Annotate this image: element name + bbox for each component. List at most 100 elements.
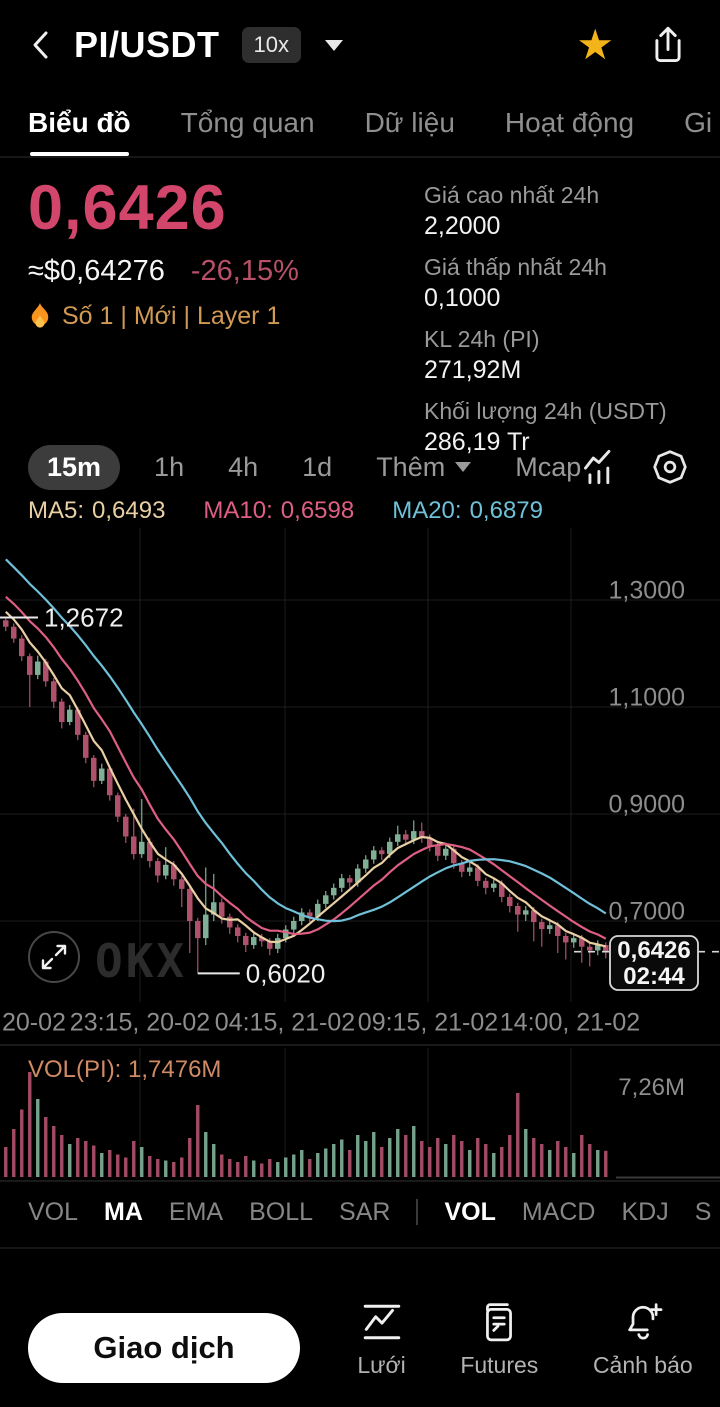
volume-bar [12, 1129, 16, 1177]
volume-bar [108, 1150, 112, 1177]
candle [515, 906, 521, 915]
candle [259, 937, 265, 942]
tab-du-lieu[interactable]: Dữ liệu [364, 107, 455, 138]
indicator-sar[interactable]: SAR [339, 1197, 391, 1226]
volume-scale-label: 7,26M [618, 1074, 685, 1101]
volume-bar [508, 1135, 512, 1177]
volume-bar [228, 1159, 232, 1177]
volume-bar [604, 1150, 608, 1177]
volume-bar [268, 1159, 272, 1177]
candle [211, 902, 217, 915]
tab-tong-quan[interactable]: Tổng quan [180, 107, 315, 138]
volume-pane[interactable]: VOL(PI): 1,7476M 7,26M [0, 1048, 720, 1182]
tab-hoat-dong[interactable]: Hoạt động [504, 107, 635, 138]
volume-bar [236, 1162, 240, 1177]
indicator-kdj[interactable]: KDJ [621, 1197, 669, 1226]
candle [387, 841, 393, 855]
candle [123, 816, 129, 837]
candle [507, 896, 513, 907]
y-axis-label: 0,7000 [608, 897, 685, 926]
tab-bieu-do[interactable]: Biểu đồ [28, 90, 131, 156]
volume-bar [36, 1099, 40, 1177]
volume-bar [316, 1153, 320, 1177]
chart-style-icon[interactable] [581, 448, 619, 486]
volume-bar [68, 1144, 72, 1177]
timeframe-1d[interactable]: 1d [302, 451, 333, 482]
candle [43, 661, 49, 682]
candle [243, 935, 249, 946]
stats-panel: Giá cao nhất 24h 2,2000 Giá thấp nhất 24… [424, 182, 720, 470]
volume-bar [564, 1147, 568, 1177]
futures-button[interactable]: Futures [460, 1301, 538, 1379]
back-button[interactable] [22, 25, 62, 65]
candle [51, 681, 57, 702]
volume-bar [44, 1117, 48, 1177]
pair-title: PI/USDT [74, 24, 220, 65]
indicator-vol-sub[interactable]: VOL [444, 1197, 496, 1226]
candle [11, 626, 17, 639]
candle [235, 927, 241, 936]
token-tags[interactable]: Số 1 | Mới | Layer 1 [28, 302, 280, 331]
volume-bar [124, 1157, 128, 1177]
candle [27, 656, 33, 675]
chart-settings-icon[interactable] [651, 448, 689, 486]
stat-value: 286,19 Tr [424, 428, 530, 456]
fullscreen-expand-button[interactable] [28, 931, 80, 983]
volume-bar [540, 1144, 544, 1177]
volume-bar [548, 1150, 552, 1177]
volume-bar [20, 1109, 24, 1177]
timeframe-more-dropdown[interactable]: Thêm [376, 452, 472, 483]
stat-label: Khối lượng 24h (USDT) [424, 398, 667, 424]
share-icon[interactable] [648, 25, 688, 65]
fiat-price: ≈$0,64276 [28, 255, 165, 287]
timeframe-toolbar: 15m 1h 4h 1d Thêm Mcap [0, 438, 720, 496]
leverage-badge[interactable]: 10x [241, 27, 301, 63]
indicator-vol-overlay[interactable]: VOL [28, 1197, 79, 1226]
timeframe-1h[interactable]: 1h [154, 451, 185, 482]
candle [547, 925, 553, 930]
volume-bar [212, 1144, 216, 1177]
mcap-toggle[interactable]: Mcap [515, 451, 582, 482]
candle [483, 880, 489, 888]
tab-truncated[interactable]: Gi [684, 107, 713, 138]
indicator-boll[interactable]: BOLL [249, 1197, 314, 1226]
candle [195, 921, 201, 939]
candle [147, 841, 153, 862]
x-axis-label: 04:15, 21-02 [214, 1008, 356, 1037]
indicator-truncated[interactable]: S [694, 1197, 712, 1226]
pair-dropdown-caret[interactable] [325, 39, 343, 51]
volume-bar [396, 1129, 400, 1177]
trade-button[interactable]: Giao dịch [28, 1313, 300, 1383]
volume-bar [4, 1147, 8, 1177]
indicator-macd[interactable]: MACD [521, 1197, 596, 1226]
timeframe-15m[interactable]: 15m [28, 444, 121, 490]
candlestick-chart[interactable]: 1,2672 0,6020 0,6426 02:44 1,3000 1,1000 0,… [0, 528, 720, 1002]
timeframe-4h[interactable]: 4h [228, 451, 259, 482]
price-alert-button[interactable]: Cảnh báo [593, 1301, 693, 1379]
candle [571, 938, 577, 943]
bottom-action-bar: Giao dịch Lưới Futures Cảnh báo [0, 1247, 720, 1407]
favorite-star-icon[interactable]: ★ [576, 21, 614, 68]
candle [83, 734, 89, 758]
candle [227, 916, 233, 928]
volume-bar [284, 1157, 288, 1177]
volume-bar [356, 1135, 360, 1177]
candle [539, 922, 545, 930]
volume-bar [172, 1162, 176, 1177]
grid-bot-button[interactable]: Lưới [357, 1301, 406, 1379]
volume-canvas [4, 1048, 720, 1179]
candle [291, 921, 297, 930]
volume-bar [492, 1153, 496, 1177]
stat-label: Giá thấp nhất 24h [424, 254, 607, 280]
volume-bar [292, 1154, 296, 1177]
x-axis: 20-02 23:15, 20-02 04:15, 21-02 09:15, 2… [0, 1002, 720, 1046]
indicator-bar: VOL MA EMA BOLL SAR VOL MACD KDJ S [0, 1186, 720, 1238]
indicator-ma[interactable]: MA [104, 1197, 143, 1226]
volume-bar [252, 1160, 256, 1177]
futures-label: Futures [460, 1352, 539, 1378]
candle [179, 879, 185, 889]
candle [587, 946, 593, 951]
candle [467, 867, 473, 872]
indicator-ema[interactable]: EMA [168, 1197, 224, 1226]
volume-bar [412, 1126, 416, 1177]
